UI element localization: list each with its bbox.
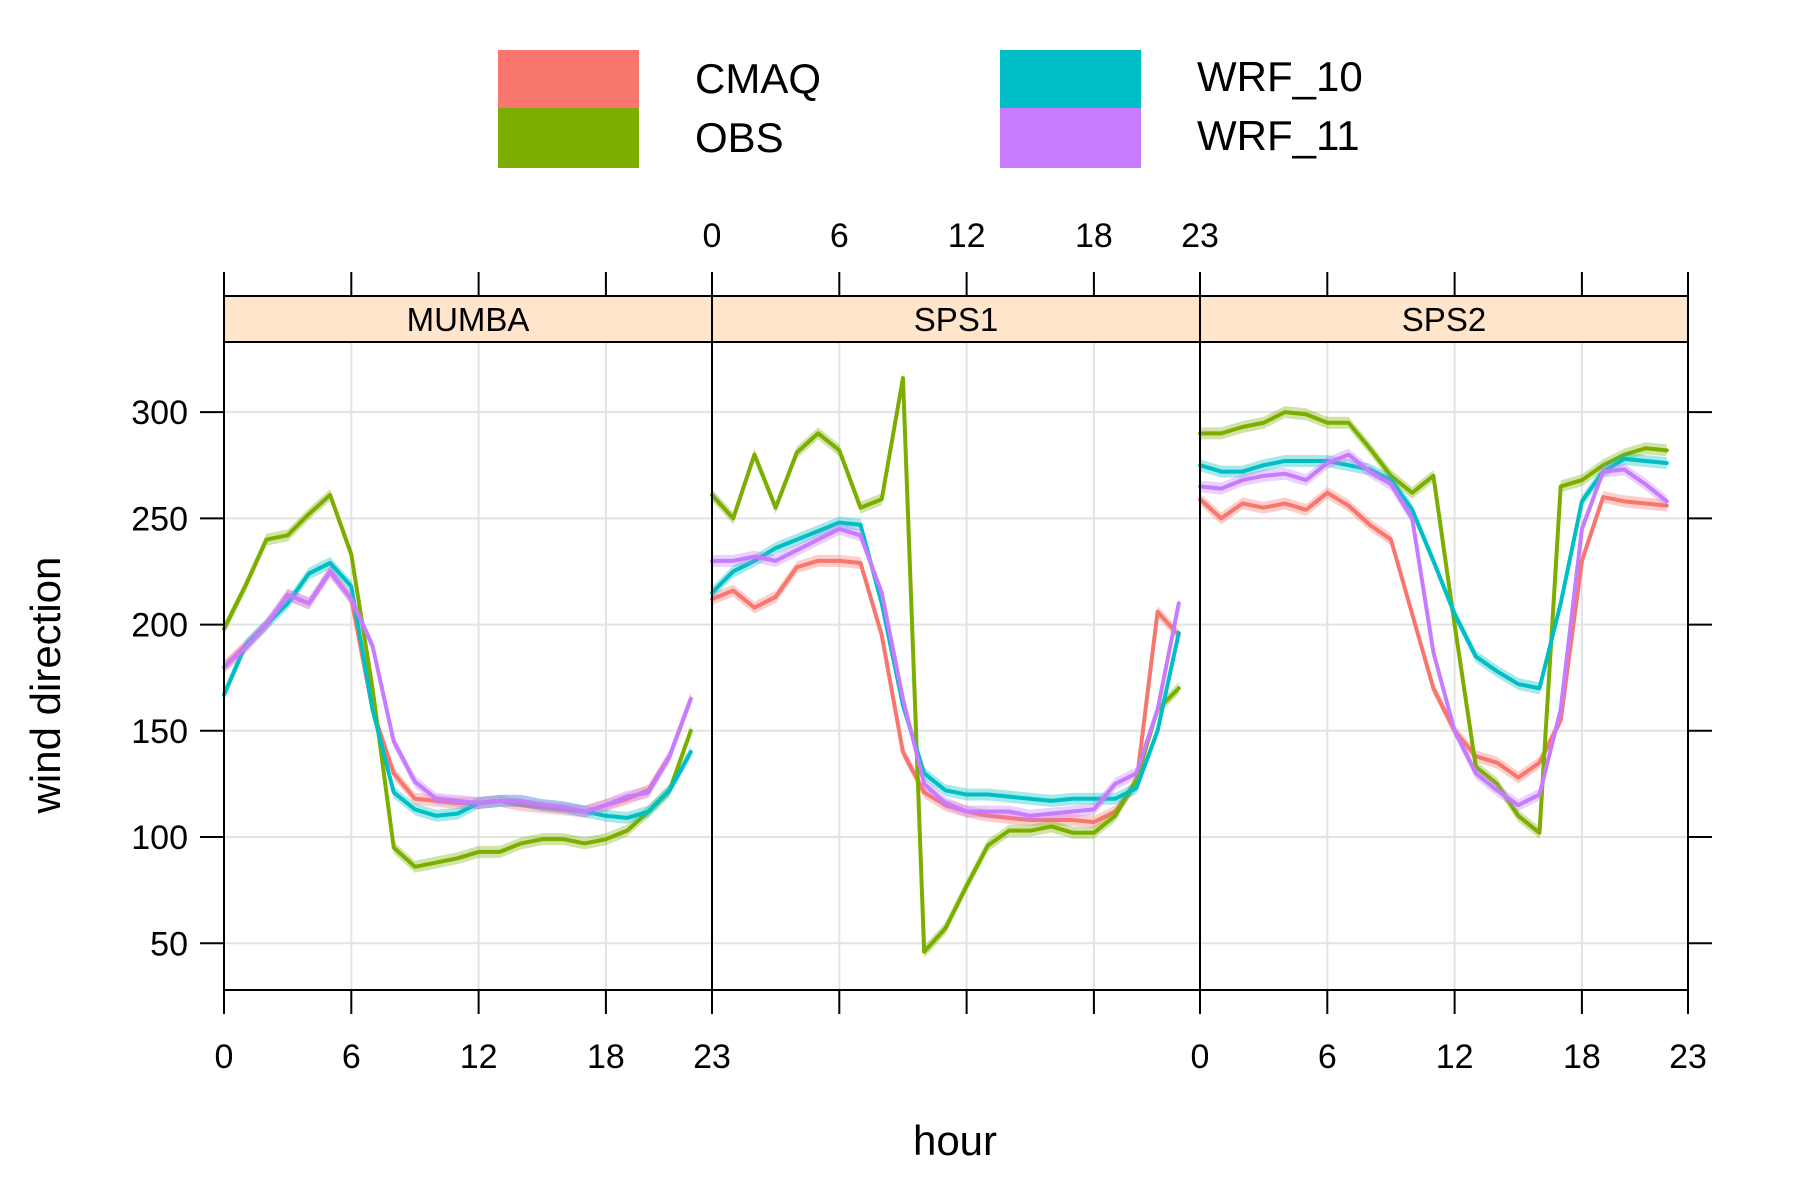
series-line-wrf_11 [1198,452,1669,808]
strip-label: SPS2 [1402,301,1486,338]
grid [224,342,712,990]
legend-swatch-wrf_10 [1000,50,1141,110]
panels: MUMBA SPS1 SPS2 [222,295,1689,991]
series-band-obs [712,372,1179,958]
legend-label-wrf_10: WRF_10 [1197,53,1363,100]
strip-label: SPS1 [914,301,998,338]
bottom-axis-tick-label: 18 [587,1038,625,1076]
top-axis-tick-label: 23 [1181,217,1219,255]
bottom-axis-tick-label: 23 [693,1038,731,1076]
top-axis-tick-label: 0 [703,217,722,255]
bottom-axis-tick-label: 12 [460,1038,498,1076]
bottom-axis-tick-label: 18 [1563,1038,1601,1076]
left-axis-tick-label: 150 [131,713,188,751]
series-line-obs [1198,410,1669,835]
series-line-cmaq [222,569,693,814]
series-line-obs [222,492,693,869]
series-band-wrf_11 [1200,448,1667,812]
series-line-cmaq [1198,490,1669,780]
series-line-wrf_10 [222,560,693,820]
panel-border [1199,341,1689,991]
strip-label: MUMBA [407,301,530,338]
y-axis-title: wind direction [22,557,69,815]
series-band-wrf_11 [712,522,1179,822]
bottom-axis-tick-label: 0 [1191,1038,1210,1076]
strip-sps2 [1199,295,1689,343]
bottom-axis: 0 6 12 18 23 0 6 12 18 23 [215,990,1707,1076]
x-axis-title: hour [913,1117,997,1164]
series-line-obs [710,376,1181,954]
panel-sps1: SPS1 [710,295,1201,991]
top-axis-tick-label: 6 [830,217,849,255]
strip-sps1 [711,295,1201,343]
top-axis: 0 6 12 18 23 [223,217,1689,296]
left-axis-tick-label: 200 [131,607,188,645]
legend-swatch-wrf_11 [1000,108,1141,168]
bottom-axis-tick-label: 6 [342,1038,361,1076]
legend-swatch-cmaq [498,50,639,110]
series-line-wrf_11 [710,526,1181,818]
left-axis: 50 100 150 200 250 300 [131,394,224,963]
grid [712,342,1200,990]
panel-border [711,341,1201,991]
left-axis-tick-label: 50 [150,925,188,963]
legend-label-wrf_11: WRF_11 [1197,112,1360,159]
bottom-axis-tick-label: 12 [1436,1038,1474,1076]
bottom-axis-tick-label: 6 [1318,1038,1337,1076]
series-line-wrf_11 [222,569,693,814]
series-line-cmaq [710,558,1181,825]
series-line-wrf_10 [710,520,1181,803]
left-axis-tick-label: 250 [131,500,188,538]
grid [1200,342,1688,990]
series-band-wrf_11 [224,565,691,818]
legend-swatch-obs [498,108,639,168]
legend-label-cmaq: CMAQ [695,55,821,102]
bottom-axis-tick-label: 0 [215,1038,234,1076]
panel-mumba: MUMBA [222,295,713,991]
bottom-axis-tick-label: 23 [1669,1038,1707,1076]
legend-label-obs: OBS [695,114,784,161]
left-axis-tick-label: 100 [131,819,188,857]
top-axis-tick-label: 12 [948,217,986,255]
panel-border [223,341,713,991]
legend: CMAQ OBS WRF_10 WRF_11 [498,50,1363,168]
top-axis-tick-label: 18 [1075,217,1113,255]
series-band-cmaq [1200,486,1667,784]
left-axis-tick-label: 300 [131,394,188,432]
series-line-wrf_10 [1198,456,1669,691]
panel-sps2: SPS2 [1198,295,1689,991]
right-axis [1688,411,1712,945]
